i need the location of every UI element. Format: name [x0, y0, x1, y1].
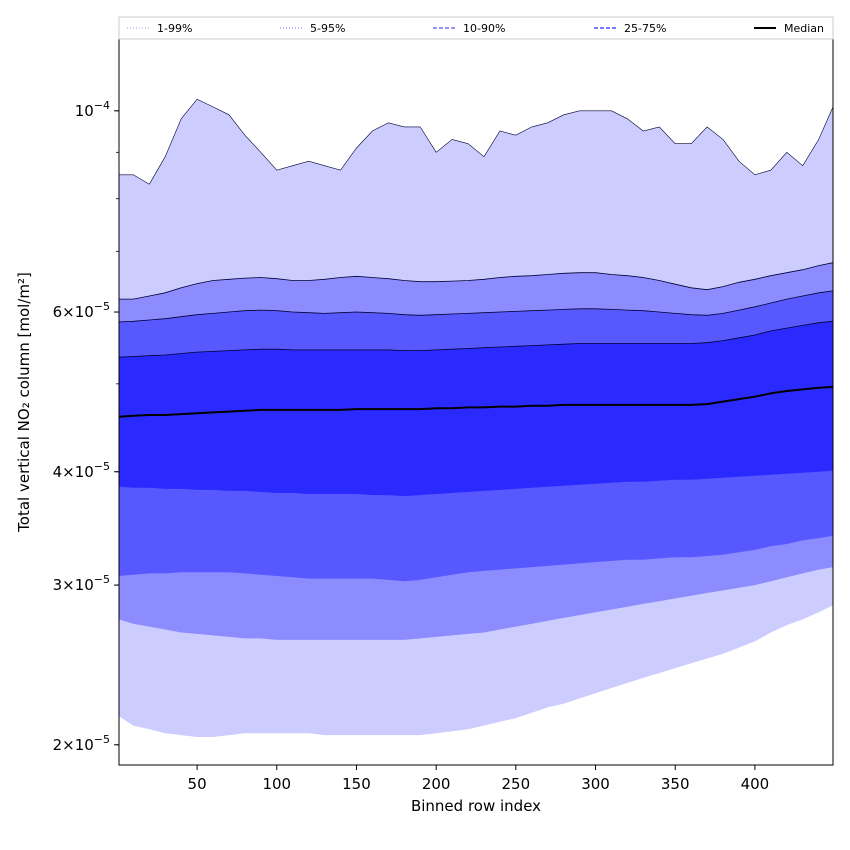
median-series	[118, 386, 834, 418]
y-tick-label: 3×10−5	[53, 573, 110, 594]
band-upper-5-95%	[119, 262, 834, 300]
legend-label-10-90%: 10-90%	[463, 22, 505, 35]
y-tick-label: 10−4	[75, 99, 110, 120]
y-tick-label: 6×10−5	[53, 300, 110, 321]
x-tick-label: 300	[581, 775, 610, 793]
legend-label-25-75%: 25-75%	[624, 22, 666, 35]
y-axis: 10−4 6×10−5 4×10−5 3×10−5 2×10−5	[53, 99, 119, 754]
legend-label-Median: Median	[784, 22, 824, 35]
x-axis: 50 100 150 200 250 300 350 400	[188, 765, 770, 793]
legend-label-5-95%: 5-95%	[310, 22, 345, 35]
band-25-75%	[119, 321, 833, 497]
band-upper-10-90%	[118, 290, 834, 323]
x-axis-label: Binned row index	[411, 797, 541, 815]
y-tick-label: 2×10−5	[53, 733, 110, 754]
y-axis-label: Total vertical NO₂ column [mol/m²]	[15, 272, 33, 533]
percentile-bands	[118, 98, 834, 737]
x-tick-label: 50	[188, 775, 207, 793]
y-tick-label: 4×10−5	[53, 460, 110, 481]
legend: 1-99% 5-95% 10-90% 25-75% Median	[118, 16, 834, 40]
x-tick-label: 100	[262, 775, 291, 793]
median-line	[118, 386, 834, 418]
x-tick-label: 200	[422, 775, 451, 793]
legend-label-1-99%: 1-99%	[157, 22, 192, 35]
legend-box	[118, 16, 834, 40]
x-tick-label: 150	[342, 775, 371, 793]
x-tick-label: 400	[741, 775, 770, 793]
x-tick-label: 250	[502, 775, 531, 793]
x-tick-label: 350	[661, 775, 690, 793]
band-upper-25-75%	[118, 320, 834, 358]
band-upper-1-99%	[119, 98, 834, 185]
